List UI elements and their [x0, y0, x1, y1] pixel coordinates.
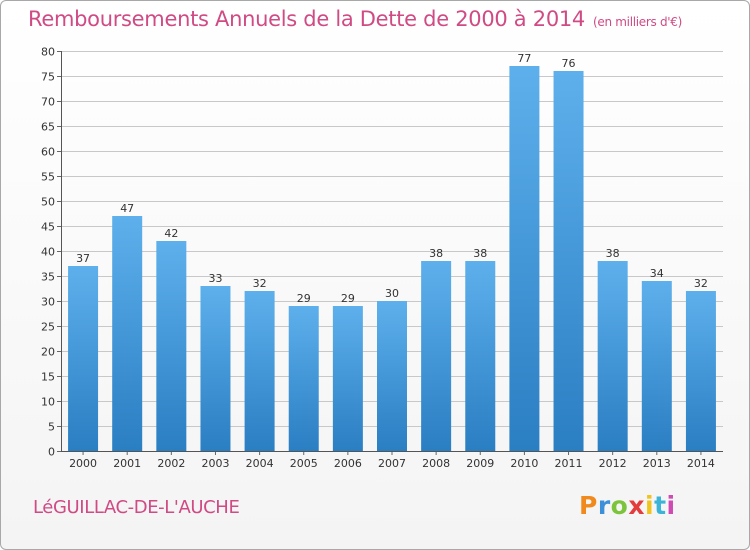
x-tick-label: 2014: [687, 457, 715, 470]
data-label: 38: [429, 247, 443, 260]
y-tick-label: 35: [41, 271, 55, 284]
data-label: 77: [517, 52, 531, 65]
x-tick-label: 2005: [290, 457, 318, 470]
bar: [112, 216, 143, 451]
y-tick-label: 5: [48, 421, 55, 434]
bar: [288, 306, 319, 451]
x-tick-label: 2002: [157, 457, 185, 470]
data-label: 37: [76, 252, 90, 265]
bar: [641, 281, 672, 451]
bar: [509, 66, 540, 451]
logo-letter: i: [666, 491, 676, 520]
x-tick-label: 2006: [334, 457, 362, 470]
logo-letter: t: [654, 491, 667, 520]
bar: [597, 261, 628, 451]
x-tick-label: 2007: [378, 457, 406, 470]
proxiti-logo: Proxiti: [579, 491, 676, 520]
bar: [685, 291, 716, 451]
data-label: 38: [606, 247, 620, 260]
chart-title-text: Remboursements Annuels de la Dette de 20…: [28, 7, 585, 31]
data-label: 32: [253, 277, 267, 290]
y-tick-label: 60: [41, 146, 55, 159]
x-tick-label: 2008: [422, 457, 450, 470]
data-label: 33: [208, 272, 222, 285]
y-tick-label: 40: [41, 246, 55, 259]
bar: [377, 301, 407, 451]
y-tick-label: 80: [41, 46, 55, 59]
y-tick-label: 70: [41, 96, 55, 109]
bar: [68, 266, 99, 451]
data-label: 30: [385, 287, 399, 300]
x-tick-label: 2010: [510, 457, 538, 470]
x-tick-label: 2001: [113, 457, 141, 470]
bar: [465, 261, 496, 451]
chart-title: Remboursements Annuels de la Dette de 20…: [28, 7, 682, 31]
y-tick-label: 0: [48, 446, 55, 459]
x-tick-label: 2000: [69, 457, 97, 470]
x-tick-label: 2013: [643, 457, 671, 470]
y-tick-label: 30: [41, 296, 55, 309]
bar: [421, 261, 452, 451]
x-tick-label: 2009: [466, 457, 494, 470]
y-tick-label: 25: [41, 321, 55, 334]
bar: [332, 306, 363, 451]
data-label: 42: [164, 227, 178, 240]
logo-letter: r: [597, 491, 611, 520]
x-tick-label: 2012: [599, 457, 627, 470]
bar: [200, 286, 231, 451]
x-tick-label: 2011: [555, 457, 583, 470]
data-label: 34: [650, 267, 664, 280]
chart-unit: (en milliers d'€): [593, 15, 683, 29]
commune-name: LéGUILLAC-DE-L'AUCHE: [33, 497, 240, 518]
y-tick-label: 15: [41, 371, 55, 384]
y-tick-label: 55: [41, 171, 55, 184]
logo-letter: i: [645, 491, 655, 520]
x-tick-label: 2004: [246, 457, 274, 470]
y-tick-label: 65: [41, 121, 55, 134]
y-tick-label: 20: [41, 346, 55, 359]
data-label: 29: [341, 292, 355, 305]
y-tick-label: 75: [41, 71, 55, 84]
bar: [156, 241, 187, 451]
y-tick-label: 45: [41, 221, 55, 234]
data-label: 76: [562, 57, 576, 70]
bar: [553, 71, 584, 451]
data-label: 32: [694, 277, 708, 290]
data-label: 38: [473, 247, 487, 260]
data-label: 47: [120, 202, 134, 215]
data-label: 29: [297, 292, 311, 305]
logo-letter: o: [610, 491, 629, 520]
y-tick-label: 10: [41, 396, 55, 409]
logo-letter: x: [628, 491, 645, 520]
x-tick-label: 2003: [201, 457, 229, 470]
y-tick-label: 50: [41, 196, 55, 209]
logo-letter: P: [579, 491, 598, 520]
bar: [244, 291, 275, 451]
